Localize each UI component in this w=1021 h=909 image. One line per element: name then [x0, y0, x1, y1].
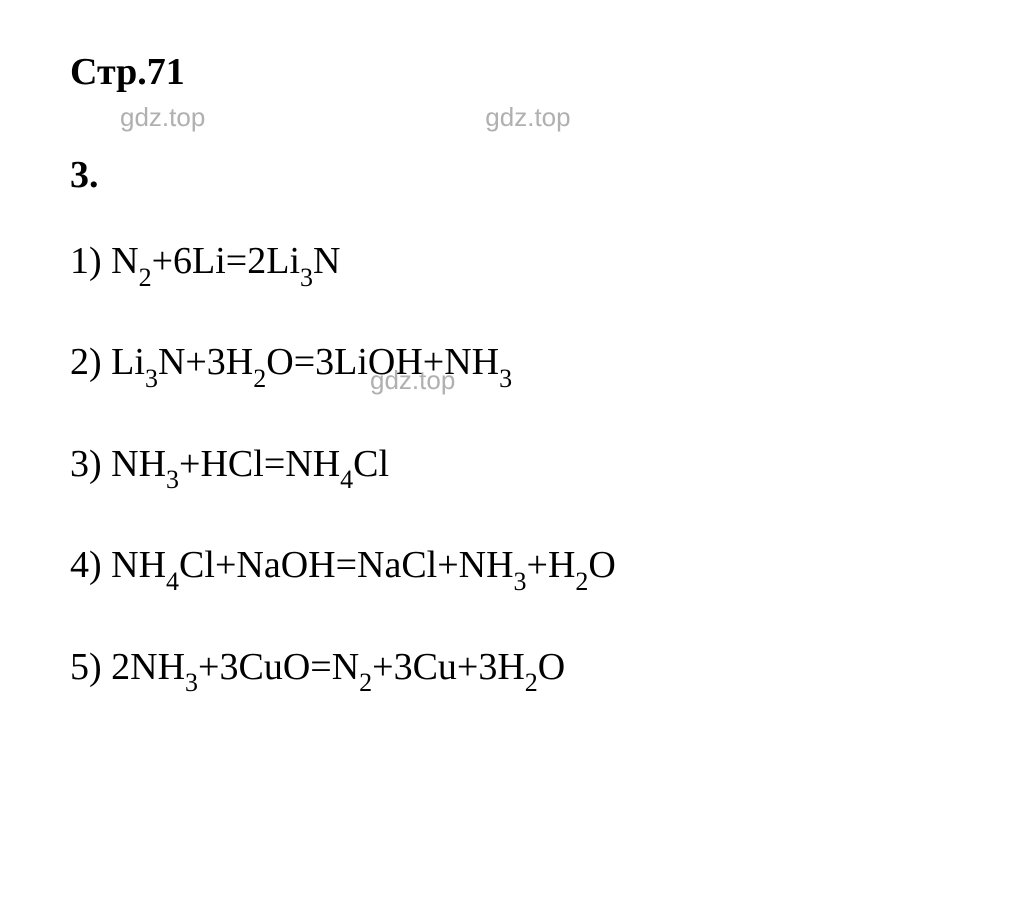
equations-container: 1) N2+6Li=2Li3N2) Li3N+3H2O=3LiOH+NH33) … [70, 237, 951, 696]
equation-text: NH [111, 544, 166, 586]
equation-text: +3Cu+3H [372, 646, 525, 688]
equation-text: +3CuO=N [198, 646, 359, 688]
subscript: 3 [300, 263, 313, 292]
equation-text: NH [111, 443, 166, 485]
section-number: 3. [70, 153, 951, 197]
watermark-top-right: gdz.top [485, 102, 570, 133]
subscript: 3 [185, 668, 198, 697]
watermark-middle: gdz.top [370, 365, 455, 396]
equation-text: Cl+NaOH=NaCl+NH [179, 544, 514, 586]
equation-number: 1) [70, 240, 111, 282]
equation-text: 2NH [111, 646, 185, 688]
equation-text: N+3H [158, 341, 253, 383]
equation-number: 3) [70, 443, 111, 485]
subscript: 2 [575, 567, 588, 596]
subscript: 3 [514, 567, 527, 596]
subscript: 2 [139, 263, 152, 292]
equation-number: 5) [70, 646, 111, 688]
subscript: 2 [253, 364, 266, 393]
subscript: 4 [166, 567, 179, 596]
equation-text: +HCl=NH [179, 443, 340, 485]
watermark-row-top: gdz.top gdz.top [120, 102, 951, 133]
equation-text: +H [527, 544, 576, 586]
subscript: 2 [525, 668, 538, 697]
subscript: 3 [166, 465, 179, 494]
equation-1: 1) N2+6Li=2Li3N [70, 237, 951, 290]
equation-text: O [538, 646, 565, 688]
equation-text: Li [111, 341, 145, 383]
subscript: 3 [145, 364, 158, 393]
watermark-top-left: gdz.top [120, 102, 205, 133]
equation-text: +6Li=2Li [152, 240, 300, 282]
equation-text: Cl [353, 443, 389, 485]
equation-text: N [111, 240, 138, 282]
equation-text: N [313, 240, 340, 282]
equation-number: 4) [70, 544, 111, 586]
page-title: Стр.71 [70, 50, 951, 94]
equation-text: O [588, 544, 615, 586]
equation-2: 2) Li3N+3H2O=3LiOH+NH3 [70, 338, 951, 391]
equation-number: 2) [70, 341, 111, 383]
equation-4: 4) NH4Cl+NaOH=NaCl+NH3+H2O [70, 541, 951, 594]
subscript: 3 [499, 364, 512, 393]
equation-5: 5) 2NH3+3CuO=N2+3Cu+3H2O [70, 643, 951, 696]
subscript: 2 [359, 668, 372, 697]
subscript: 4 [340, 465, 353, 494]
equation-3: 3) NH3+HCl=NH4Cl [70, 440, 951, 493]
